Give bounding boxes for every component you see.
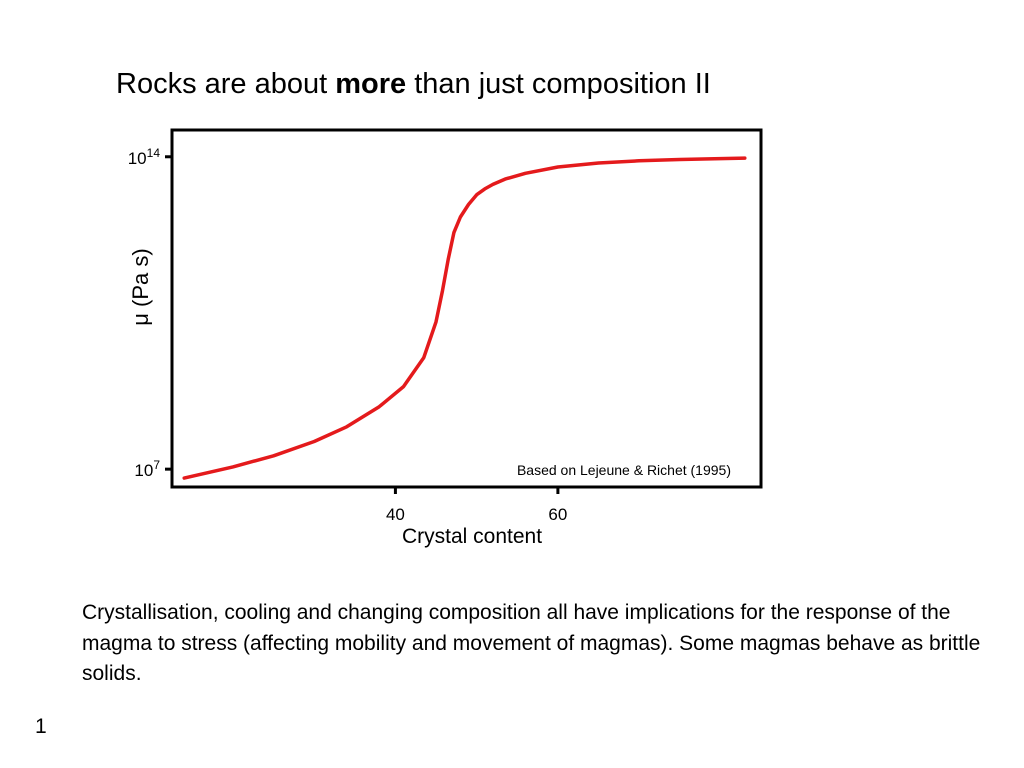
slide-title: Rocks are about more than just compositi…	[116, 64, 711, 104]
slide-number: 1	[35, 715, 47, 738]
title-text-end: than just composition II	[406, 68, 711, 100]
title-text-bold: more	[335, 68, 407, 100]
y-tick-label: 1014	[128, 146, 161, 168]
x-axis-label: Crystal content	[402, 525, 542, 548]
y-tick-label: 107	[134, 458, 160, 480]
x-tick-label: 40	[386, 505, 405, 524]
x-tick-label: 60	[548, 505, 567, 524]
y-tick-exponent: 7	[153, 458, 160, 472]
y-tick-base: 10	[134, 461, 153, 480]
y-tick-base: 10	[128, 149, 147, 168]
viscosity-curve	[182, 156, 747, 480]
y-axis-label: μ (Pa s)	[128, 248, 153, 325]
body-paragraph: Crystallisation, cooling and changing co…	[82, 601, 981, 685]
source-annotation: Based on Lejeune & Richet (1995)	[517, 462, 731, 478]
title-text-start: Rocks are about	[116, 68, 336, 100]
y-tick-exponent: 14	[147, 146, 161, 160]
plot-frame	[170, 128, 763, 489]
x-axis-ticks: 40 60	[386, 487, 567, 524]
